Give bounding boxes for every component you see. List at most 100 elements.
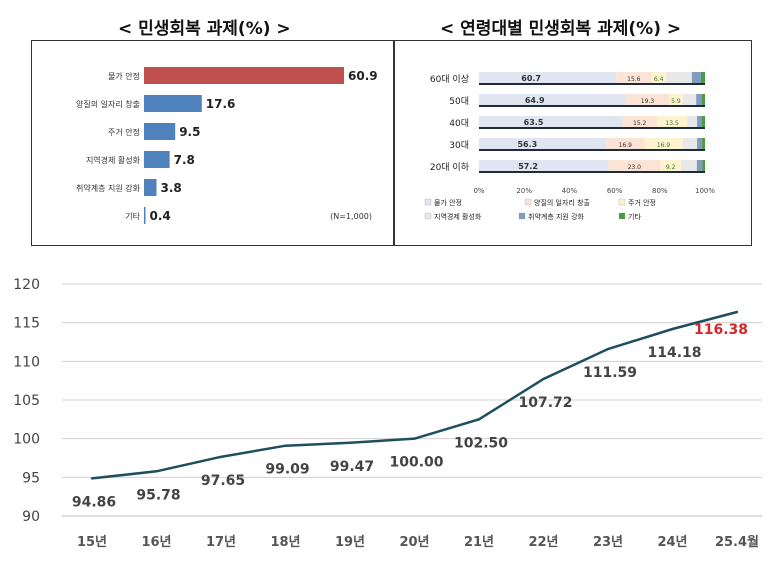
stacked-segment [701,116,705,127]
data-value-label: 99.09 [265,462,309,478]
stacked-chart-title: < 연령대별 민생회복 과제(%) > [440,19,682,39]
data-value-label: 97.65 [201,473,245,489]
stacked-segment [702,138,705,149]
age-group-label: 50대 [449,96,469,107]
y-tick-label: 90 [22,509,40,525]
data-point [219,455,223,459]
data-value-label: 99.47 [330,459,374,475]
bar-category-label: 취약계층 지원 강화 [76,183,141,193]
stacked-segment [696,160,703,171]
bar-value-label: 60.9 [348,69,378,83]
legend-swatch [618,212,626,220]
data-value-label: 111.59 [583,365,637,381]
data-point [671,327,674,331]
segment-value-label: 6.4 [654,76,664,83]
segment-value-label: 16.9 [657,142,671,149]
stacked-segment [696,94,702,105]
legend-swatch [424,198,432,206]
stacked-segment [644,138,683,149]
legend-label: 취약계층 지원 강화 [528,212,585,221]
data-value-label: 95.78 [136,487,180,503]
x-tick-label: 60% [607,187,623,195]
x-tick-label: 16년 [141,535,171,550]
segment-value-label: 15.2 [633,120,647,127]
bar-shadow [479,127,705,129]
bar-category-label: 물가 안정 [108,71,140,81]
legend-swatch [424,212,432,220]
stacked-segment [622,116,657,127]
segment-value-label: 5.9 [671,98,681,105]
data-value-label: 116.38 [694,322,748,338]
stacked-segment [697,116,702,127]
bar-shadow [479,83,705,85]
legend-swatch [524,198,532,206]
stacked-segment [608,160,661,171]
bar-shadow [479,149,705,151]
bar-chart-title: < 민생회복 과제(%) > [118,19,291,39]
stacked-segment [479,138,607,149]
data-value-label: 94.86 [72,494,116,510]
y-tick-label: 100 [13,432,40,448]
stacked-segment [479,116,623,127]
x-tick-label: 20년 [399,535,429,550]
bar-category-label: 기타 [125,212,140,221]
bar [144,179,157,196]
data-point [413,437,416,440]
x-tick-label: 40% [562,187,578,195]
x-tick-label: 100% [695,187,715,195]
data-point [477,418,481,421]
x-tick-label: 19년 [335,535,365,550]
bar [144,207,146,224]
data-point [348,441,352,444]
data-point [606,347,610,351]
x-tick-label: 24년 [657,535,687,550]
segment-value-label: 15.6 [627,76,641,83]
stacked-segment [697,138,703,149]
data-point [735,310,739,314]
bar-chart-panel: 물가 안정 60.9 양질의 일자리 창출 17.6 주거 안정 9.5 지역경제 활성화 7… [31,40,394,246]
bar-value-label: 7.8 [174,153,195,167]
stacked-segment [665,72,692,83]
stacked-segment [700,72,705,83]
segment-value-label: 60.7 [521,74,541,83]
bar [144,95,202,112]
x-tick-label: 20% [516,187,532,195]
legend-swatch [518,212,526,220]
x-tick-label: 25.4월 [715,534,759,550]
stacked-segment [660,160,682,171]
bar [144,151,170,168]
line-chart: 90 95 100 105 110 115 120 15년 16년 17년 18년 19년 20년 21년… [13,277,762,550]
bar-category-label: 양질의 일자리 창출 [76,99,140,109]
x-tick-label: 15년 [77,535,107,550]
bar-value-label: 17.6 [206,97,236,111]
bar-value-label: 9.5 [179,125,200,139]
segment-value-label: 57.2 [518,162,538,171]
stacked-segment [681,160,697,171]
legend-label: 기타 [628,212,641,221]
y-tick-label: 105 [13,393,40,409]
segment-value-label: 13.5 [665,120,679,127]
data-value-label: 100.00 [389,455,443,471]
series-line [91,310,738,480]
segment-value-label: 9.2 [666,164,676,171]
y-tick-label: 110 [13,354,40,370]
bar-shadow [479,105,705,107]
stacked-segment [656,116,688,127]
x-tick-label: 21년 [464,535,494,550]
data-point [542,377,545,381]
stacked-segment [616,72,652,83]
age-group-label: 60대 이상 [430,74,469,85]
x-tick-label: 18년 [270,535,300,550]
bar [144,67,344,84]
legend-label: 물가 안정 [434,198,462,207]
segment-value-label: 64.9 [525,96,545,105]
legend-label: 주거 안정 [628,198,656,207]
legend-swatch [618,198,626,206]
stacked-segment [479,160,609,171]
data-point [284,444,287,447]
y-tick-label: 120 [13,277,40,293]
bar-category-label: 지역경제 활성화 [86,155,141,165]
bar-chart: 물가 안정 60.9 양질의 일자리 창출 17.6 주거 안정 9.5 지역경제 활성화 7… [76,67,378,224]
stacked-segment [682,138,698,149]
bar-value-label: 0.4 [150,209,171,223]
